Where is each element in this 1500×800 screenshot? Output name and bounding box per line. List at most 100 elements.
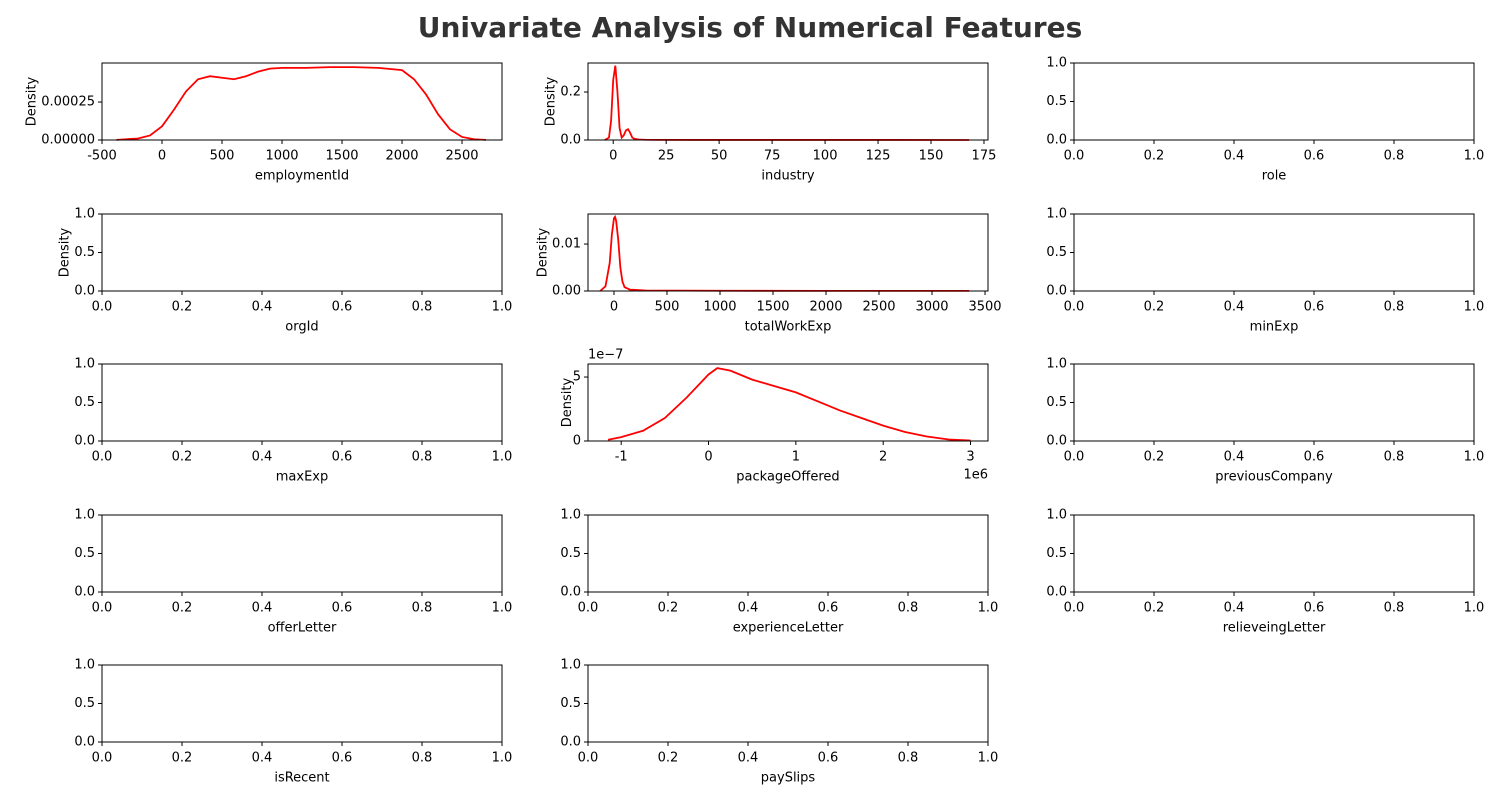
x-axis-label: relieveingLetter — [1223, 621, 1326, 636]
x-axis-label: minExp — [1250, 320, 1299, 335]
subplot: 0.0 0.2 0.4 0.6 0.8 1.0 0.0 0.5 1.0 paySlips — [560, 658, 998, 786]
y-tick-label: 0.5 — [1046, 395, 1067, 410]
axes-frame — [1073, 363, 1475, 442]
y-tick-label: 0.5 — [74, 395, 95, 410]
x-tick-label: 0.8 — [898, 601, 919, 616]
density-line — [599, 214, 970, 292]
y-tick-label: 1.0 — [74, 508, 95, 523]
y-tick-label: 0.0 — [1046, 133, 1067, 148]
y-tick-label: 0.5 — [74, 696, 95, 711]
axes-frame — [101, 213, 503, 292]
x-tick-label: 0.4 — [252, 450, 273, 465]
x-tick-label: 0.0 — [1064, 300, 1085, 315]
y-tick-label: 1.0 — [1046, 508, 1067, 523]
x-tick-label: 0.8 — [1384, 300, 1405, 315]
y-axis-label: Density — [544, 76, 559, 126]
x-axis-label: industry — [761, 169, 815, 184]
y-tick-label: 0.0 — [74, 585, 95, 600]
x-tick-label: 0.4 — [252, 300, 273, 315]
x-tick-label: 2500 — [862, 300, 895, 315]
subplot: -500 0 500 1000 1500 2000 2500 0.00000 0.00025 em… — [24, 62, 503, 184]
x-tick-label: 0.0 — [92, 450, 113, 465]
x-tick-label: 0.0 — [578, 601, 599, 616]
y-tick-label: 0.0 — [1046, 585, 1067, 600]
x-tick-label: 0.0 — [1064, 601, 1085, 616]
x-tick-label: 1.0 — [492, 751, 513, 766]
axes-frame — [1073, 514, 1475, 593]
subplot: 0 500 1000 1500 2000 2500 3000 3500 0.00 0.01 tota… — [535, 213, 1002, 335]
x-tick-label: 0.8 — [412, 601, 433, 616]
subplot: 0.0 0.2 0.4 0.6 0.8 1.0 0.0 0.5 1.0 experienceLet… — [560, 508, 998, 636]
x-tick-label: 1.0 — [1464, 450, 1485, 465]
x-tick-label: 150 — [919, 149, 944, 164]
x-axis-label: totalWorkExp — [745, 320, 832, 335]
axes-frame — [101, 514, 503, 593]
x-tick-label: 0.0 — [92, 601, 113, 616]
x-tick-label: 0.8 — [412, 751, 433, 766]
x-tick-label: 0.0 — [578, 751, 599, 766]
x-axis-label: orgId — [285, 320, 318, 335]
axes-frame — [587, 664, 989, 743]
y-tick-label: 0.0 — [560, 585, 581, 600]
y-axis-label: Density — [535, 227, 550, 277]
x-tick-label: 0.2 — [172, 450, 193, 465]
y-tick-label: 0.0 — [560, 735, 581, 750]
y-tick-label: 1.0 — [560, 658, 581, 673]
axes-frame — [587, 62, 989, 141]
x-tick-label: 2000 — [385, 149, 418, 164]
subplot: 0.0 0.2 0.4 0.6 0.8 1.0 0.0 0.5 1.0 role — [1046, 56, 1484, 184]
x-tick-label: 0.2 — [1144, 300, 1165, 315]
density-line — [116, 66, 487, 141]
subplot: 0.0 0.2 0.4 0.6 0.8 1.0 0.0 0.5 1.0 orgId Density — [58, 207, 513, 335]
axes-frame — [1073, 213, 1475, 292]
subplot: 0.0 0.2 0.4 0.6 0.8 1.0 0.0 0.5 1.0 isRecent — [74, 658, 512, 786]
y-tick-label: 0.00000 — [41, 133, 95, 148]
x-axis-label: paySlips — [761, 771, 816, 786]
x-tick-label: 1.0 — [1464, 601, 1485, 616]
x-axis-label: packageOffered — [736, 470, 839, 485]
axes-frame — [587, 514, 989, 593]
x-tick-label: 0.0 — [92, 300, 113, 315]
x-tick-label: 0.2 — [1144, 450, 1165, 465]
x-axis-label: role — [1262, 169, 1287, 184]
y-tick-label: 0.2 — [560, 85, 581, 100]
x-tick-label: 0.2 — [1144, 149, 1165, 164]
x-tick-label: 100 — [813, 149, 838, 164]
y-tick-label: 1.0 — [1046, 357, 1067, 372]
x-tick-label: 3 — [966, 450, 974, 465]
x-tick-label: 1500 — [756, 300, 789, 315]
x-tick-label: 1.0 — [1464, 149, 1485, 164]
x-offset-label: 1e6 — [963, 468, 988, 483]
y-tick-label: 0.5 — [74, 546, 95, 561]
y-tick-label: 0.0 — [560, 133, 581, 148]
x-axis-label: maxExp — [276, 470, 328, 485]
x-axis-label: isRecent — [274, 771, 329, 786]
x-tick-label: 2000 — [809, 300, 842, 315]
x-tick-label: 2500 — [445, 149, 478, 164]
y-tick-label: 0.00025 — [41, 95, 95, 110]
subplot: 0.0 0.2 0.4 0.6 0.8 1.0 0.0 0.5 1.0 relieveingLet… — [1046, 508, 1484, 636]
x-tick-label: 0.2 — [172, 751, 193, 766]
x-tick-label: 0.6 — [332, 601, 353, 616]
x-tick-label: 0.6 — [332, 751, 353, 766]
x-tick-label: 1.0 — [1464, 300, 1485, 315]
y-tick-label: 1.0 — [74, 658, 95, 673]
y-tick-label: 0.01 — [552, 237, 581, 252]
x-tick-label: 0.4 — [738, 751, 759, 766]
x-axis-label: employmentId — [255, 169, 349, 184]
x-tick-label: 0.6 — [1304, 601, 1325, 616]
y-tick-label: 0.00 — [552, 284, 581, 299]
x-tick-label: 0.2 — [172, 300, 193, 315]
x-tick-label: 0.4 — [1224, 300, 1245, 315]
subplot: 0 25 50 75 100 125 150 175 0.0 0.2 industry Density — [544, 62, 996, 184]
y-tick-label: 1.0 — [74, 357, 95, 372]
axes-frame — [587, 363, 989, 442]
x-tick-label: -500 — [87, 149, 117, 164]
x-tick-label: 1000 — [703, 300, 736, 315]
x-tick-label: 0.2 — [1144, 601, 1165, 616]
x-tick-label: 0.4 — [1224, 601, 1245, 616]
subplot: -1 0 1 2 3 0 5 packageOffered Density 1e6 1e−7 — [560, 348, 989, 485]
y-tick-label: 5 — [573, 370, 581, 385]
y-offset-label: 1e−7 — [588, 348, 623, 363]
